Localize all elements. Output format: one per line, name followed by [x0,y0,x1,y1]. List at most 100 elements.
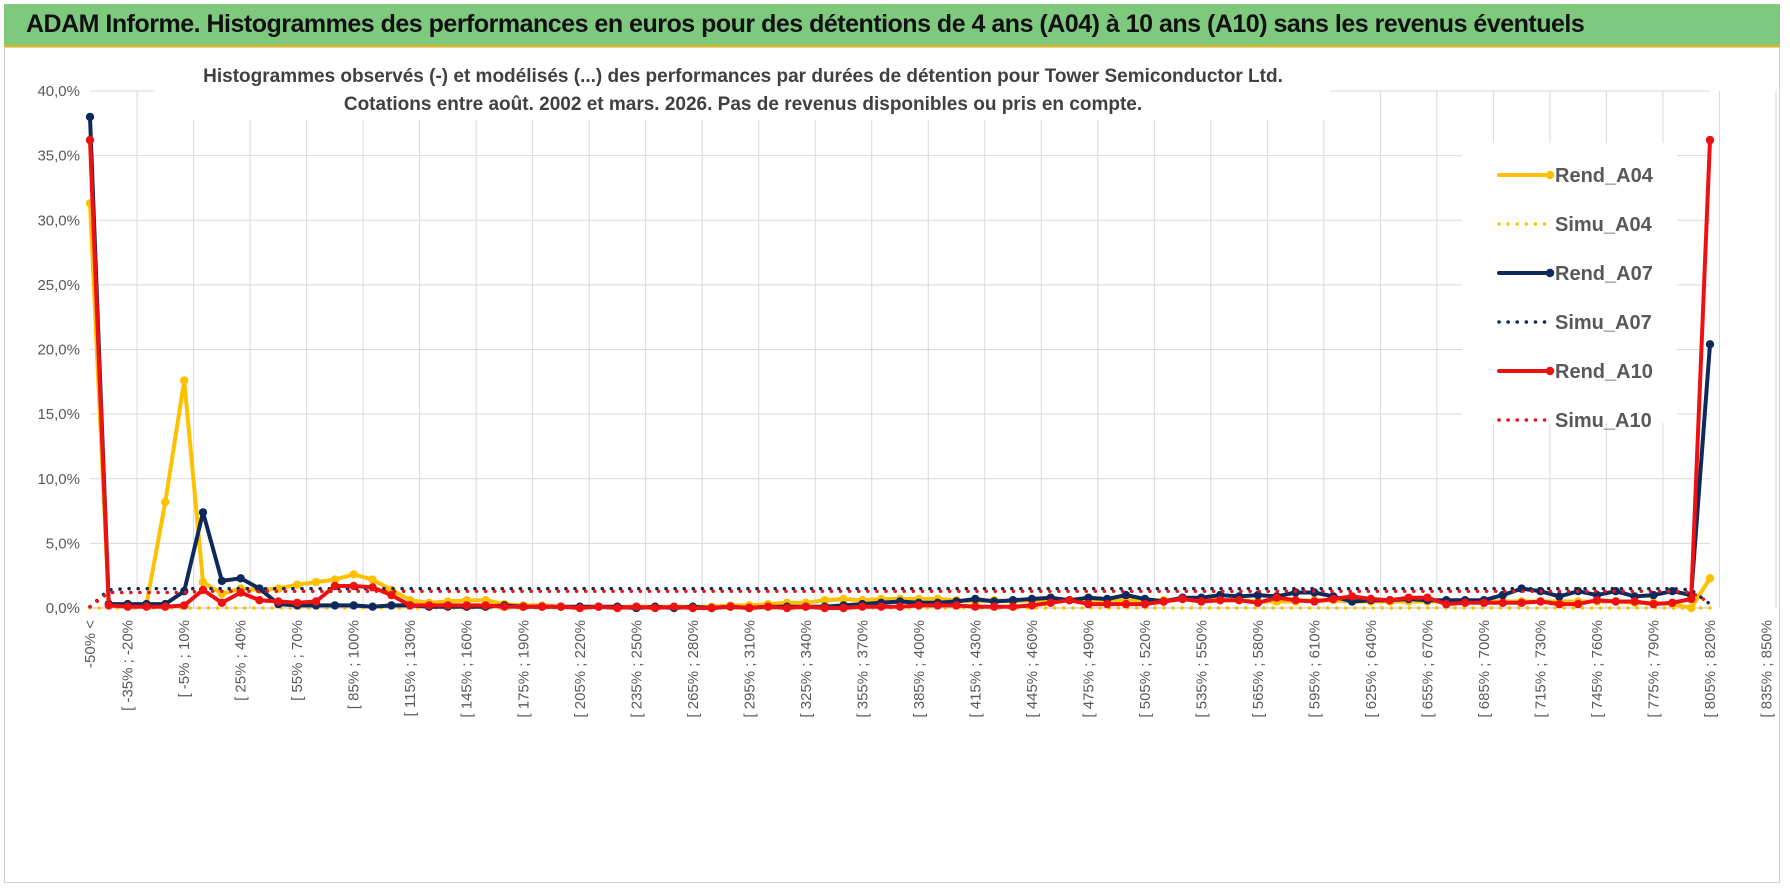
data-point-rend-a04 [349,570,358,579]
data-point-rend-a10 [500,602,509,611]
data-point-rend-a04 [330,575,340,584]
data-point-rend-a10 [387,590,396,600]
x-tick-label: [ 25% ; 40% [233,620,250,701]
legend-label: Simu_A10 [1555,410,1652,432]
histogram-chart: 0,0% 5,0% 10,0% 15,0% 20,0% 25,0% 30,0% 35,0% 40… [37,58,1777,718]
chart-titles: Histogrammes observés (-) et modélisés (… [155,58,1330,120]
data-point-rend-a10 [839,603,848,613]
data-point-rend-a04 [368,575,377,584]
data-point-rend-a10 [1159,597,1168,606]
data-point-rend-a04 [293,580,302,589]
data-point-rend-a10 [1046,598,1055,607]
data-point-rend-a10 [104,601,114,610]
data-point-rend-a10 [801,602,810,611]
data-point-rend-a10 [1329,594,1338,604]
legend-label: Simu_A07 [1555,312,1652,334]
data-point-rend-a07 [349,601,358,610]
data-point-rend-a10 [971,602,980,611]
x-tick-label: [ -35% ; -20% [120,620,137,711]
data-point-rend-a10 [914,601,923,610]
legend-item-simu-a04: Simu_A04 [1497,214,1653,236]
x-tick-label: [ 505% ; 520% [1137,620,1154,718]
x-tick-label: [ 565% ; 580% [1250,620,1267,718]
report-title: ADAM Informe. Histogrammes des performan… [26,10,1585,38]
legend-label: Rend_A10 [1555,361,1653,383]
data-point-rend-a10 [1592,596,1602,605]
legend: Rend_A04 Simu_A04 Rend_A07 Simu_A07 Rend_A10… [1462,143,1677,432]
x-tick-label: [ 835% ; 850% [1759,620,1776,718]
x-tick-label: [ 205% ; 220% [572,620,589,718]
y-tick-label: 5,0% [46,535,80,552]
data-point-rend-a04 [161,497,170,507]
x-tick-label: [ 685% ; 700% [1476,620,1493,718]
chart-title: Histogrammes observés (-) et modélisés (… [203,66,1283,87]
data-point-rend-a10 [1234,596,1244,605]
data-point-rend-a10 [877,602,886,611]
data-point-rend-a10 [311,597,321,606]
y-tick-label: 20,0% [37,342,80,359]
x-tick-label: [ 145% ; 160% [459,620,476,718]
x-tick-label: -50% < [82,620,99,668]
data-point-rend-a07 [387,601,396,610]
data-point-rend-a07 [1555,592,1564,601]
data-point-rend-a07 [1705,340,1715,349]
data-point-rend-a07 [1027,594,1037,604]
legend-marker [1545,170,1555,180]
data-point-rend-a07 [1008,596,1018,605]
data-point-rend-a10 [632,602,641,611]
data-point-rend-a07 [1121,590,1131,600]
data-point-rend-a04 [311,577,321,587]
data-point-rend-a10 [255,596,264,605]
data-point-rend-a10 [1272,593,1281,602]
data-point-rend-a07 [330,601,340,610]
chart-container: 0,0% 5,0% 10,0% 15,0% 20,0% 25,0% 30,0% 35,0% 40… [4,47,1780,883]
x-axis: -50% < [ -35% ; -20% [ -5% ; 10% [ 25% ; 40… [82,620,1776,718]
legend-backdrop [1462,143,1677,423]
x-tick-label: [ 175% ; 190% [515,620,532,718]
series-line-simu-a10 [88,589,1712,609]
data-point-rend-a10 [519,602,528,611]
data-point-rend-a10 [481,601,490,610]
y-axis: 0,0% 5,0% 10,0% 15,0% 20,0% 25,0% 30,0% 35,0% 40… [37,83,80,617]
data-point-rend-a07 [1649,590,1658,600]
data-point-rend-a10 [1008,602,1018,611]
data-point-rend-a10 [1498,598,1508,607]
data-point-rend-a10 [763,602,773,611]
legend-label: Rend_A04 [1555,165,1654,187]
y-tick-label: 35,0% [37,148,80,165]
data-point-rend-a10 [1197,597,1206,606]
data-point-rend-a10 [123,602,132,611]
legend-label: Rend_A07 [1555,263,1653,285]
data-point-rend-a10 [707,603,716,613]
data-point-rend-a10 [688,603,697,613]
x-tick-label: [ 55% ; 70% [289,620,306,701]
data-point-rend-a10 [1216,596,1225,605]
x-tick-label: [ 355% ; 370% [854,620,871,718]
data-point-rend-a07 [217,576,227,586]
data-point-rend-a10 [537,602,547,611]
x-tick-label: [ 115% ; 130% [402,620,419,716]
data-point-rend-a10 [990,602,999,611]
y-tick-label: 30,0% [37,212,80,229]
data-point-rend-a10 [556,602,566,611]
y-tick-label: 15,0% [37,406,80,423]
title-backdrop [155,58,1330,120]
x-tick-label: [ 595% ; 610% [1306,620,1323,718]
data-point-rend-a10 [782,603,792,613]
y-tick-label: 0,0% [46,600,80,617]
data-point-rend-a07 [1253,590,1263,600]
data-point-rend-a10 [1536,597,1545,606]
data-point-rend-a10 [1310,597,1319,606]
data-point-rend-a10 [1178,594,1187,604]
data-point-rend-a10 [368,583,377,592]
data-point-rend-a04 [198,577,208,587]
data-point-rend-a10 [1065,596,1074,605]
data-point-rend-a10 [1479,598,1489,607]
data-point-rend-a10 [443,601,453,610]
data-point-rend-a10 [161,602,170,611]
data-point-rend-a10 [274,597,283,606]
legend-item-simu-a07: Simu_A07 [1497,312,1652,334]
data-point-rend-a10 [217,598,227,607]
data-point-rend-a10 [330,581,340,591]
data-point-rend-a10 [726,602,735,611]
